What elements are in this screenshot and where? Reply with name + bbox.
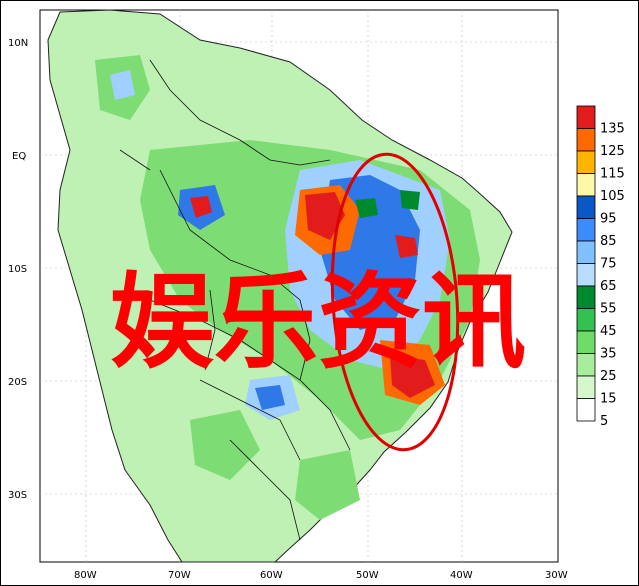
lon-label-50w: 50W [356,570,379,581]
legend-label: 45 [600,324,617,339]
legend-swatch [576,195,596,219]
lat-label-20s: 20S [8,377,27,388]
legend-swatch [576,375,596,399]
rain-zone-extreme [190,192,435,398]
lat-label-eq: EQ [12,151,26,162]
legend-label: 25 [600,369,617,384]
lat-label-30s: 30S [8,490,27,501]
legend-swatch [576,240,596,264]
legend-swatch [576,330,596,354]
legend-swatch [576,218,596,242]
legend-swatch [576,285,596,309]
legend-swatch [576,128,596,152]
legend-label: 35 [600,347,617,362]
legend-label: 5 [600,414,608,429]
legend-swatch [576,105,596,129]
legend-label: 85 [600,234,617,249]
highlight-ellipse [330,152,460,452]
legend-label: 125 [600,144,625,159]
legend-label: 65 [600,279,617,294]
lon-label-70w: 70W [168,570,191,581]
legend-swatch [576,150,596,174]
legend-label: 55 [600,302,617,317]
legend-label: 105 [600,189,625,204]
lat-label-10s: 10S [8,264,27,275]
legend-swatch [576,353,596,377]
legend-swatch [576,308,596,332]
legend-swatch [576,398,596,422]
longitude-labels: 80W 70W 60W 50W 40W 30W [74,570,568,581]
legend-label: 95 [600,212,617,227]
map-plot-area [39,9,559,563]
lat-label-10n: 10N [8,38,28,49]
legend-label: 75 [600,257,617,272]
lon-label-60w: 60W [260,570,283,581]
rain-zone-dark-green [355,190,420,218]
lon-label-40w: 40W [450,570,473,581]
legend-label: 135 [600,122,625,137]
legend-swatch [576,173,596,197]
color-legend: 135 125 115 105 95 85 75 65 55 45 35 25 15 5 [576,105,625,429]
lon-label-80w: 80W [74,570,97,581]
legend-label: 115 [600,167,625,182]
lon-label-30w: 30W [545,570,568,581]
legend-label: 15 [600,392,617,407]
latitude-labels: 10N EQ 10S 20S 30S [8,38,28,501]
overlay-watermark-text: 娱乐资讯 [110,261,526,383]
country-borders [119,59,351,541]
legend-swatch [576,263,596,287]
